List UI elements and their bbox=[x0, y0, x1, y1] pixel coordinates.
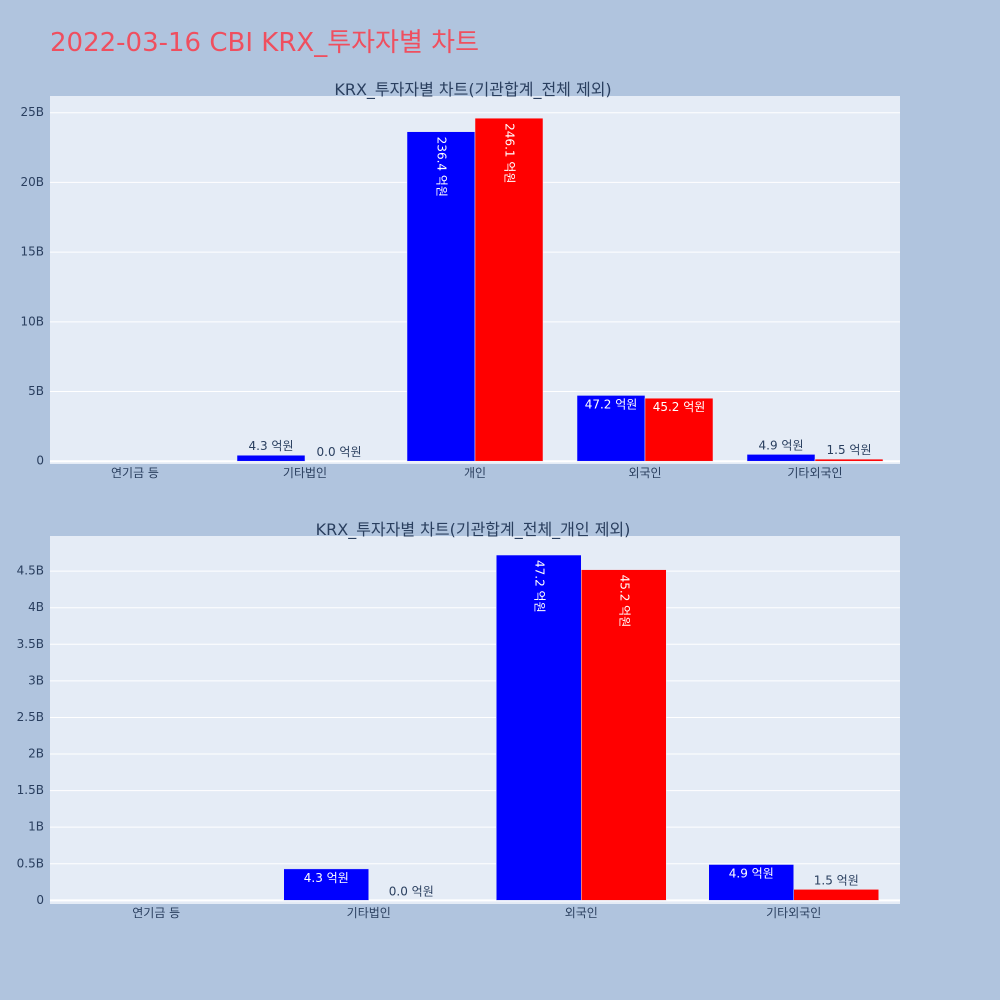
chart-1: 0 5B 10B 15B 20B 25B KRX_투자자별 차트(기관합계_전체 제외) 연기… bbox=[20, 80, 900, 480]
x-tick-label: 외국인 bbox=[565, 906, 598, 920]
chart-2: 0 0.5B 1B 1.5B 2B 2.5B 3B 3.5B 4B 4.5B KRX_투자자별 차트… bbox=[17, 520, 900, 920]
data-label: 4.3 억원 bbox=[304, 871, 349, 885]
y-tick-label: 25B bbox=[20, 105, 44, 119]
bar-1 bbox=[496, 554, 582, 901]
y-tick-label: 1.5B bbox=[17, 783, 44, 797]
data-label: 236.4 억원 bbox=[435, 137, 449, 197]
data-label: 4.9 억원 bbox=[759, 438, 804, 452]
chart-title: KRX_투자자별 차트(기관합계_전체 제외) bbox=[334, 80, 611, 100]
bar-1 bbox=[406, 131, 476, 462]
chart-title: KRX_투자자별 차트(기관합계_전체_개인 제외) bbox=[316, 520, 631, 540]
data-label: 1.5 억원 bbox=[827, 443, 872, 457]
x-tick-label: 개인 bbox=[464, 466, 486, 480]
x-tick-label: 연기금 등 bbox=[111, 466, 159, 480]
bar-1 bbox=[576, 395, 646, 462]
y-tick-label: 3.5B bbox=[17, 637, 44, 651]
x-tick-label: 연기금 등 bbox=[132, 906, 180, 920]
y-tick-label: 5B bbox=[28, 384, 44, 398]
y-tick-label: 0 bbox=[36, 454, 44, 468]
bar-2 bbox=[474, 117, 544, 462]
y-tick-label: 1B bbox=[28, 820, 44, 834]
y-tick-label: 10B bbox=[20, 314, 44, 328]
data-label: 246.1 억원 bbox=[503, 123, 517, 183]
x-tick-label: 외국인 bbox=[628, 466, 661, 480]
y-tick-label: 4.5B bbox=[17, 564, 44, 578]
y-tick-label: 0 bbox=[36, 893, 44, 907]
y-tick-label: 2.5B bbox=[17, 710, 44, 724]
bar-1 bbox=[708, 864, 794, 901]
y-tick-label: 0.5B bbox=[17, 856, 44, 870]
bar-2 bbox=[814, 458, 884, 462]
data-label: 0.0 억원 bbox=[389, 884, 434, 898]
data-label: 0.0 억원 bbox=[317, 445, 362, 459]
page-title: 2022-03-16 CBI KRX_투자자별 차트 bbox=[50, 28, 479, 58]
data-label: 45.2 억원 bbox=[617, 575, 631, 628]
y-tick-label: 3B bbox=[28, 673, 44, 687]
bar-2 bbox=[644, 397, 714, 462]
data-label: 47.2 억원 bbox=[532, 560, 546, 613]
data-label: 4.3 억원 bbox=[249, 439, 294, 453]
x-tick-label: 기타법인 bbox=[347, 906, 391, 920]
y-tick-label: 4B bbox=[28, 600, 44, 614]
y-tick-label: 15B bbox=[20, 245, 44, 259]
y-tick-label: 2B bbox=[28, 747, 44, 761]
bar-1 bbox=[236, 454, 306, 462]
x-tick-label: 기타법인 bbox=[283, 466, 327, 480]
data-label: 4.9 억원 bbox=[729, 866, 774, 880]
bar-2 bbox=[581, 569, 667, 901]
y-tick-label: 20B bbox=[20, 175, 44, 189]
x-tick-label: 기타외국인 bbox=[766, 906, 821, 920]
data-label: 47.2 억원 bbox=[585, 397, 638, 411]
bar-2 bbox=[793, 889, 879, 901]
plot-area bbox=[50, 536, 900, 904]
bar-1 bbox=[746, 454, 816, 462]
data-label: 1.5 억원 bbox=[814, 873, 859, 887]
bar-1 bbox=[283, 868, 369, 901]
x-tick-label: 기타외국인 bbox=[787, 466, 842, 480]
data-label: 45.2 억원 bbox=[653, 400, 706, 414]
